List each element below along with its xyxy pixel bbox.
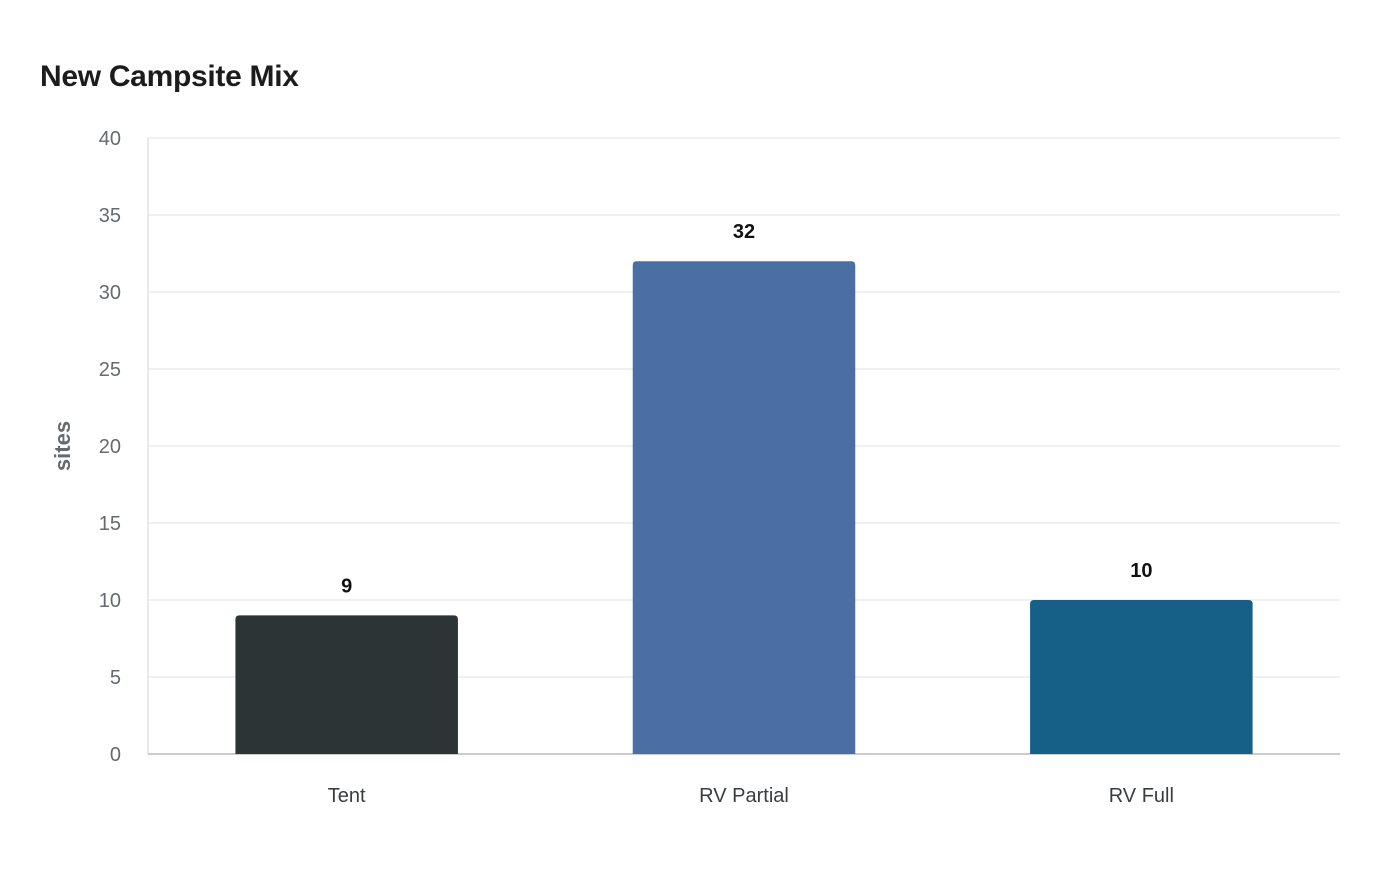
bar-rv-partial: [632, 261, 856, 754]
y-tick-label: 25: [99, 359, 121, 381]
y-tick-label: 30: [99, 282, 121, 304]
y-tick-label: 40: [99, 128, 121, 150]
bars: [235, 261, 1253, 754]
x-tick-label: Tent: [328, 785, 366, 807]
bar-tent: [235, 615, 458, 754]
bar-rv-full: [1030, 600, 1253, 754]
y-tick-label: 10: [99, 590, 121, 612]
data-label: 32: [733, 221, 755, 243]
y-tick-label: 5: [110, 667, 121, 689]
labels: 0 5 10 15 20 25 30 35 40 sites 9 Tent 32 RV Partial 10…: [50, 128, 1174, 807]
y-axis-label: sites: [50, 421, 75, 471]
chart-title: New Campsite Mix: [40, 60, 299, 93]
y-tick-label: 35: [99, 205, 121, 227]
x-tick-label: RV Full: [1109, 785, 1174, 807]
y-tick-label: 15: [99, 513, 121, 535]
y-tick-label: 20: [99, 436, 121, 458]
data-label: 9: [341, 575, 352, 597]
y-tick-label: 0: [110, 744, 121, 766]
x-tick-label: RV Partial: [699, 785, 789, 807]
data-label: 10: [1130, 560, 1152, 582]
